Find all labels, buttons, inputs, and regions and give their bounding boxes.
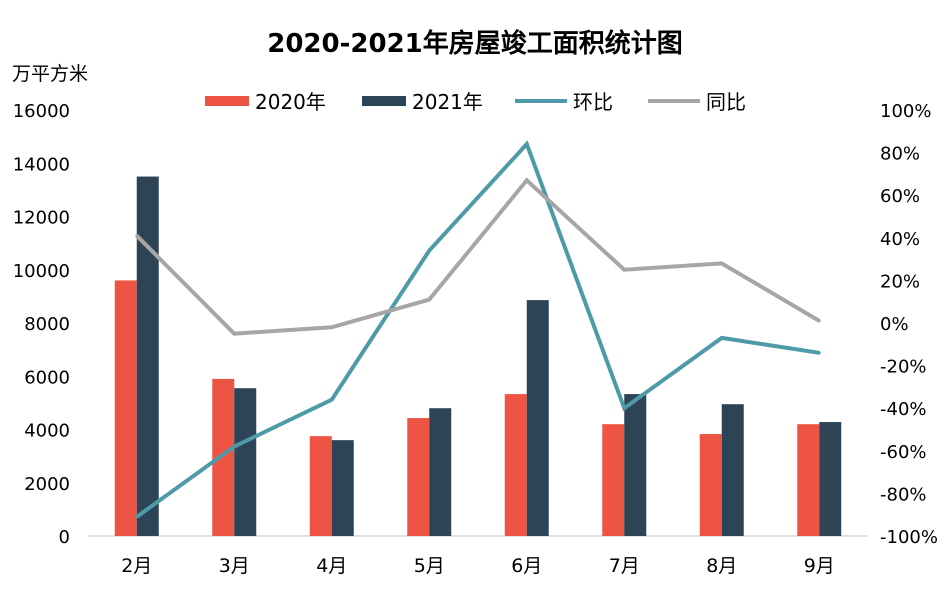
x-tick-label: 8月	[706, 555, 737, 577]
x-tick-label: 6月	[511, 555, 542, 577]
bar-2020年-5月	[407, 418, 430, 536]
y2-tick-label: -40%	[880, 399, 927, 420]
point-同比-8月	[720, 261, 724, 265]
y2-tick-label: 0%	[880, 314, 909, 335]
legend-label: 环比	[573, 90, 613, 114]
x-tick-label: 9月	[804, 555, 835, 577]
y-tick-label: 10000	[13, 261, 70, 282]
x-tick-label: 2月	[121, 555, 152, 577]
point-环比-7月	[622, 406, 626, 410]
x-tick-label: 5月	[414, 555, 445, 577]
line-series-同比	[135, 177, 821, 336]
y-axis-label: 万平方米	[12, 63, 88, 85]
bar-2021年-4月	[331, 440, 354, 536]
chart-title: 2020-2021年房屋竣工面积统计图	[267, 28, 683, 59]
bar-2020年-4月	[309, 436, 332, 536]
point-环比-8月	[720, 336, 724, 340]
legend-label: 同比	[706, 90, 746, 114]
bar-2021年-6月	[526, 300, 549, 536]
bar-2020年-2月	[114, 280, 137, 536]
y2-tick-label: -80%	[880, 484, 927, 505]
line-series-环比	[135, 140, 820, 519]
y2-tick-label: 60%	[880, 186, 920, 207]
x-tick-label: 3月	[219, 555, 250, 577]
bar-2021年-5月	[429, 408, 452, 536]
y2-tick-label: 40%	[880, 229, 920, 250]
point-同比-9月	[817, 319, 821, 323]
x-tick-label: 4月	[316, 555, 347, 577]
legend: 2020年 2021年 环比 同比	[205, 90, 746, 114]
bar-2021年-8月	[721, 404, 744, 536]
point-环比-3月	[232, 445, 236, 449]
point-环比-9月	[817, 351, 821, 355]
y2-tick-label: 100%	[880, 101, 931, 122]
legend-swatch	[205, 96, 249, 106]
point-环比-2月	[135, 515, 139, 519]
bar-2020年-7月	[602, 424, 625, 536]
y-tick-label: 14000	[13, 154, 70, 175]
y2-tick-label: -20%	[880, 357, 927, 378]
legend-label: 2020年	[255, 90, 326, 114]
y-tick-label: 12000	[13, 208, 70, 229]
legend-label: 2021年	[412, 90, 483, 114]
point-环比-6月	[525, 142, 529, 146]
point-同比-4月	[330, 325, 334, 329]
y-tick-label: 16000	[13, 101, 70, 122]
bar-2020年-3月	[212, 378, 235, 536]
bar-2020年-8月	[699, 434, 722, 536]
point-同比-3月	[232, 332, 236, 336]
y-tick-label: 8000	[24, 314, 70, 335]
y2-tick-label: -60%	[880, 442, 927, 463]
point-环比-4月	[330, 398, 334, 402]
y-tick-label: 6000	[24, 367, 70, 388]
point-环比-5月	[427, 249, 431, 253]
y-tick-label: 2000	[24, 474, 70, 495]
legend-swatch	[362, 96, 406, 106]
y2-tick-label: 80%	[880, 144, 920, 165]
y-tick-label: 4000	[24, 421, 70, 442]
point-同比-2月	[135, 234, 139, 238]
bar-2021年-7月	[624, 394, 647, 536]
bar-2020年-6月	[504, 394, 527, 536]
bar-2021年-9月	[819, 422, 842, 536]
point-同比-7月	[622, 268, 626, 272]
bar-2020年-9月	[797, 424, 820, 536]
y2-tick-label: 20%	[880, 271, 920, 292]
point-同比-5月	[427, 298, 431, 302]
point-同比-6月	[525, 178, 529, 182]
x-tick-label: 7月	[609, 555, 640, 577]
y-tick-label: 0	[59, 527, 70, 548]
y2-tick-label: -100%	[880, 527, 938, 548]
bar-2021年-3月	[234, 388, 257, 536]
bar-2021年-2月	[136, 176, 159, 536]
